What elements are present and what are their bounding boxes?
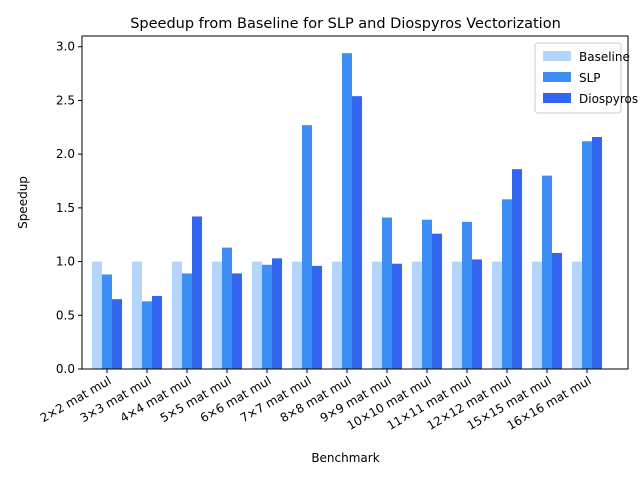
bar-slp-7 <box>382 217 392 369</box>
y-tick-label: 1.0 <box>56 255 75 269</box>
y-tick-label: 0.0 <box>56 362 75 376</box>
bar-slp-2 <box>182 273 192 369</box>
legend: Baseline SLP Diospyros <box>534 42 638 114</box>
bar-diospyros-8 <box>432 233 442 369</box>
bar-slp-10 <box>502 199 512 369</box>
bar-baseline-6 <box>332 261 342 369</box>
bar-slp-6 <box>342 53 352 369</box>
bar-baseline-8 <box>412 261 422 369</box>
x-axis-label: Benchmark <box>311 451 379 465</box>
bar-diospyros-11 <box>552 252 562 369</box>
bar-baseline-10 <box>492 261 502 369</box>
bar-slp-1 <box>142 301 152 369</box>
legend-label-baseline: Baseline <box>579 50 630 64</box>
bar-diospyros-12 <box>592 136 602 369</box>
bar-slp-9 <box>462 221 472 369</box>
bar-baseline-9 <box>452 261 462 369</box>
bar-diospyros-0 <box>112 299 122 369</box>
legend-label-slp: SLP <box>579 71 601 85</box>
bar-slp-12 <box>582 141 592 369</box>
bar-diospyros-3 <box>232 273 242 369</box>
legend-swatch-baseline <box>543 51 571 61</box>
chart-title: Speedup from Baseline for SLP and Diospy… <box>130 16 561 32</box>
bar-baseline-5 <box>292 261 302 369</box>
bar-slp-11 <box>542 175 552 369</box>
bar-slp-4 <box>262 264 272 369</box>
bar-baseline-12 <box>572 261 582 369</box>
bar-baseline-1 <box>132 261 142 369</box>
bar-diospyros-7 <box>392 263 402 369</box>
bar-baseline-2 <box>172 261 182 369</box>
bar-baseline-3 <box>212 261 222 369</box>
y-axis-label: Speedup <box>16 176 30 229</box>
bar-baseline-11 <box>532 261 542 369</box>
legend-swatch-slp <box>543 72 571 82</box>
bar-baseline-0 <box>92 261 102 369</box>
bar-slp-0 <box>102 274 112 369</box>
y-tick-label: 2.5 <box>56 93 75 107</box>
bar-diospyros-6 <box>352 96 362 369</box>
plot-frame <box>81 35 629 370</box>
y-tick-label: 3.0 <box>56 40 75 54</box>
y-tick-label: 0.5 <box>56 308 75 322</box>
bar-diospyros-2 <box>192 216 202 369</box>
bar-diospyros-4 <box>272 258 282 369</box>
bar-baseline-7 <box>372 261 382 369</box>
bar-baseline-4 <box>252 261 262 369</box>
bar-slp-3 <box>222 247 232 369</box>
legend-swatch-diospyros <box>543 93 571 103</box>
bar-diospyros-10 <box>512 169 522 369</box>
bar-slp-8 <box>422 219 432 369</box>
bar-diospyros-1 <box>152 295 162 369</box>
legend-label-diospyros: Diospyros <box>579 92 638 106</box>
y-tick-label: 2.0 <box>56 147 75 161</box>
y-tick-label: 1.5 <box>56 201 75 215</box>
bar-diospyros-9 <box>472 259 482 369</box>
bar-slp-5 <box>302 125 312 369</box>
bar-diospyros-5 <box>312 265 322 369</box>
